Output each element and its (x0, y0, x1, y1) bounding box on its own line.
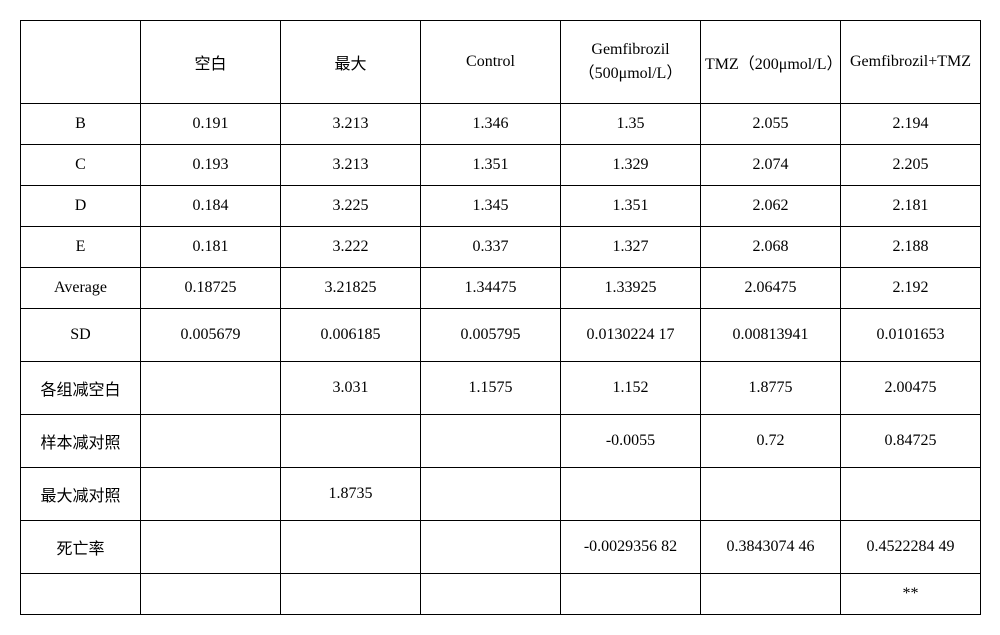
cell: 0.337 (421, 227, 561, 268)
cell: 0.3843074 46 (701, 521, 841, 574)
row-label: 各组减空白 (21, 362, 141, 415)
cell: 2.074 (701, 145, 841, 186)
cell: 0.0101653 (841, 309, 981, 362)
cell (141, 362, 281, 415)
table-row: D 0.184 3.225 1.345 1.351 2.062 2.181 (21, 186, 981, 227)
cell (141, 574, 281, 615)
cell: 0.00813941 (701, 309, 841, 362)
cell: 0.181 (141, 227, 281, 268)
header-gemtmz: Gemfibrozil+TMZ (841, 21, 981, 104)
cell: 0.191 (141, 104, 281, 145)
header-control: Control (421, 21, 561, 104)
table-header-row: 空白 最大 Control Gemfibrozil（500μmol/L） TMZ… (21, 21, 981, 104)
cell: 2.06475 (701, 268, 841, 309)
cell: 0.72 (701, 415, 841, 468)
cell: 3.213 (281, 104, 421, 145)
cell: -0.0029356 82 (561, 521, 701, 574)
cell (561, 574, 701, 615)
cell: 1.346 (421, 104, 561, 145)
cell: 1.351 (421, 145, 561, 186)
cell: 1.152 (561, 362, 701, 415)
cell (421, 574, 561, 615)
table-row: Average 0.18725 3.21825 1.34475 1.33925 … (21, 268, 981, 309)
cell: 0.84725 (841, 415, 981, 468)
cell: 1.351 (561, 186, 701, 227)
cell: 2.068 (701, 227, 841, 268)
cell: 3.21825 (281, 268, 421, 309)
cell: ** (841, 574, 981, 615)
cell (701, 574, 841, 615)
cell: 1.8775 (701, 362, 841, 415)
cell: 3.031 (281, 362, 421, 415)
cell (701, 468, 841, 521)
table-row: 各组减空白 3.031 1.1575 1.152 1.8775 2.00475 (21, 362, 981, 415)
cell: 1.34475 (421, 268, 561, 309)
cell: 0.4522284 49 (841, 521, 981, 574)
header-tmz: TMZ（200μmol/L） (701, 21, 841, 104)
header-max: 最大 (281, 21, 421, 104)
cell: 2.194 (841, 104, 981, 145)
cell: 0.184 (141, 186, 281, 227)
row-label: 死亡率 (21, 521, 141, 574)
table-row: SD 0.005679 0.006185 0.005795 0.0130224 … (21, 309, 981, 362)
cell (841, 468, 981, 521)
cell: 1.35 (561, 104, 701, 145)
row-label: 最大减对照 (21, 468, 141, 521)
cell (421, 468, 561, 521)
table-row: 样本减对照 -0.0055 0.72 0.84725 (21, 415, 981, 468)
cell: -0.0055 (561, 415, 701, 468)
cell (281, 415, 421, 468)
cell (421, 415, 561, 468)
table-row: C 0.193 3.213 1.351 1.329 2.074 2.205 (21, 145, 981, 186)
cell: 3.222 (281, 227, 421, 268)
row-label: SD (21, 309, 141, 362)
cell: 2.205 (841, 145, 981, 186)
cell: 3.213 (281, 145, 421, 186)
cell: 0.006185 (281, 309, 421, 362)
cell: 1.1575 (421, 362, 561, 415)
header-gem: Gemfibrozil（500μmol/L） (561, 21, 701, 104)
cell: 0.005795 (421, 309, 561, 362)
cell: 2.00475 (841, 362, 981, 415)
row-label: 样本减对照 (21, 415, 141, 468)
cell: 2.062 (701, 186, 841, 227)
cell: 2.188 (841, 227, 981, 268)
row-label: B (21, 104, 141, 145)
cell: 1.8735 (281, 468, 421, 521)
table-row: B 0.191 3.213 1.346 1.35 2.055 2.194 (21, 104, 981, 145)
cell: 1.345 (421, 186, 561, 227)
table-row: 死亡率 -0.0029356 82 0.3843074 46 0.4522284… (21, 521, 981, 574)
cell: 1.327 (561, 227, 701, 268)
row-label: Average (21, 268, 141, 309)
cell: 0.005679 (141, 309, 281, 362)
table-row: 最大减对照 1.8735 (21, 468, 981, 521)
cell: 0.193 (141, 145, 281, 186)
row-label: E (21, 227, 141, 268)
cell: 2.055 (701, 104, 841, 145)
table-row: E 0.181 3.222 0.337 1.327 2.068 2.188 (21, 227, 981, 268)
row-label: C (21, 145, 141, 186)
table-row: ** (21, 574, 981, 615)
cell (561, 468, 701, 521)
row-label: D (21, 186, 141, 227)
cell: 1.329 (561, 145, 701, 186)
cell (141, 415, 281, 468)
cell: 0.0130224 17 (561, 309, 701, 362)
cell (141, 521, 281, 574)
cell: 2.192 (841, 268, 981, 309)
cell (281, 521, 421, 574)
cell (421, 521, 561, 574)
header-blankcol: 空白 (141, 21, 281, 104)
data-table: 空白 最大 Control Gemfibrozil（500μmol/L） TMZ… (20, 20, 981, 615)
cell: 2.181 (841, 186, 981, 227)
cell (141, 468, 281, 521)
row-label (21, 574, 141, 615)
cell (281, 574, 421, 615)
header-blank (21, 21, 141, 104)
cell: 0.18725 (141, 268, 281, 309)
cell: 1.33925 (561, 268, 701, 309)
cell: 3.225 (281, 186, 421, 227)
